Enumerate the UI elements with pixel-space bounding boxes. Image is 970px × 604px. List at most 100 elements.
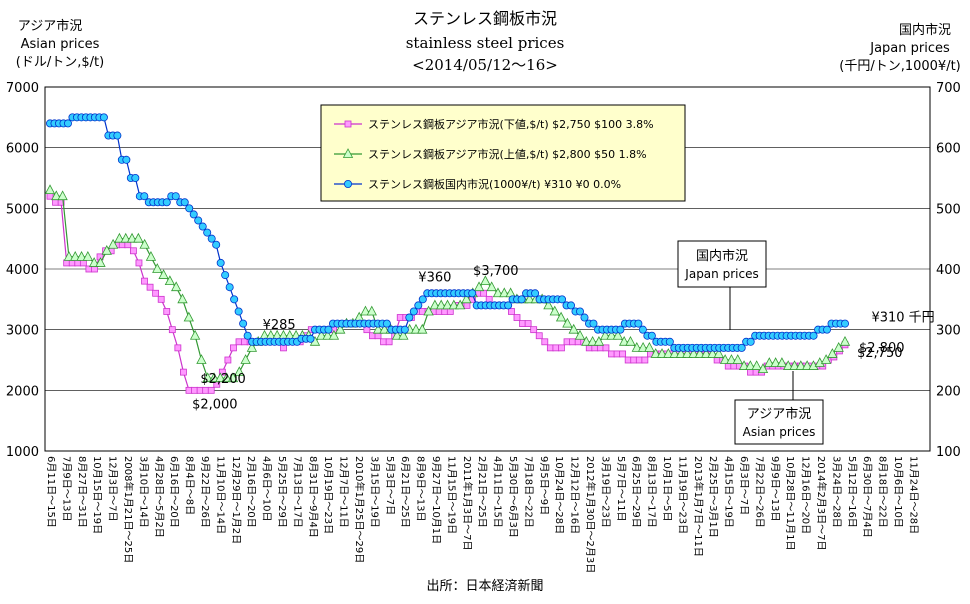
data-point [343, 179, 352, 188]
data-point [688, 348, 699, 358]
x-tick-label: 8月27日～31日 [76, 456, 88, 528]
annotation-label: $2,200 [200, 372, 246, 387]
annotation-label: ¥310 千円 [871, 311, 934, 326]
data-point [701, 348, 712, 358]
data-point [168, 326, 176, 334]
data-point [164, 275, 176, 286]
legend: ステンレス鋼板アジア市況(下値,$/t) $2,750 $100 3.8% ステン… [320, 104, 686, 202]
data-point [585, 344, 593, 352]
data-point [207, 386, 215, 394]
data-point [189, 210, 198, 219]
right-tick-label: 500 [936, 202, 961, 217]
data-point [417, 323, 428, 334]
data-point [221, 271, 230, 280]
x-tick-label: 2008年1月21日～25日 [122, 456, 135, 563]
data-point [442, 299, 453, 310]
left-axis-label-en: Asian prices [21, 37, 100, 52]
data-point [191, 386, 198, 394]
x-tick-label: 6月11日～15日 [45, 456, 57, 528]
data-point [306, 334, 315, 343]
left-axis-unit: (ドル/トン,$/t) [16, 55, 104, 70]
chart-title: ステンレス鋼板市況 [413, 9, 557, 28]
data-point [669, 348, 680, 358]
data-point [747, 368, 754, 376]
annotation-label: $2,750 [857, 346, 903, 361]
data-point [107, 238, 119, 249]
data-point [185, 204, 194, 213]
data-point [207, 234, 216, 243]
data-point [95, 257, 106, 267]
data-point [139, 238, 150, 249]
data-point [221, 372, 232, 383]
x-tick-label: 10月15日～19日 [91, 456, 103, 534]
data-point [485, 295, 493, 303]
data-point [770, 357, 781, 367]
data-point [379, 323, 390, 334]
data-point [89, 257, 100, 267]
data-point [569, 338, 576, 346]
x-tick-label: 12月3日～7日 [107, 456, 119, 521]
legend-item: ステンレス鋼板アジア市況(下値,$/t) $2,750 $100 3.8% [334, 117, 654, 131]
annotation-label: ¥285 [263, 318, 296, 333]
data-point [418, 295, 427, 304]
x-tick-label: 8月13日～17日 [646, 456, 658, 528]
data-point [396, 314, 404, 321]
data-point [454, 299, 466, 310]
x-tick-label: 2011年1月3日～7日 [461, 456, 474, 551]
data-point [436, 299, 447, 310]
data-point [602, 344, 610, 352]
chart-subtitle: stainless steel prices [406, 34, 565, 52]
data-point [600, 329, 611, 340]
data-point [152, 289, 160, 297]
left-tick-label: 1000 [6, 445, 39, 460]
data-point [446, 308, 454, 315]
data-point [776, 357, 788, 367]
data-point [224, 356, 232, 364]
data-point [619, 350, 627, 358]
x-tick-label: 4月11日～15日 [492, 456, 504, 528]
x-tick-label: 9月27日～10月1日 [430, 456, 442, 544]
data-point [189, 329, 201, 340]
x-tick-label: 8月4日～8日 [184, 456, 196, 515]
left-axis-label-jp: アジア市況 [18, 18, 82, 34]
left-tick-label: 2000 [6, 384, 39, 399]
data-point [203, 228, 212, 237]
data-point [124, 241, 132, 249]
data-point [558, 295, 567, 304]
x-tick-label: 11月10日～14日 [214, 456, 226, 534]
data-point [227, 372, 239, 383]
right-tick-label: 100 [936, 445, 961, 460]
data-point [606, 329, 617, 340]
data-point [463, 301, 471, 309]
data-point [91, 265, 98, 273]
data-point [225, 283, 234, 292]
data-point [576, 307, 585, 316]
data-point [152, 263, 163, 273]
asian-callout: アジア市況 Asian prices [734, 371, 824, 445]
data-point [589, 319, 598, 328]
data-point [380, 338, 387, 346]
x-tick-label: 9月9日～13日 [769, 456, 781, 521]
data-point [335, 323, 346, 334]
x-tick-label: 8月31日～9月4日 [307, 456, 319, 538]
data-point [562, 317, 573, 328]
data-point [724, 362, 732, 370]
x-tick-label: 5月25日～29日 [276, 456, 288, 528]
data-point [656, 348, 668, 358]
data-point [461, 293, 472, 304]
data-point [129, 247, 137, 255]
x-tick-label: 6月16日～20日 [168, 456, 180, 528]
data-point [68, 259, 76, 267]
x-tick-label: 8月18日～22日 [877, 456, 889, 528]
x-tick-label: 6月30日～7月4日 [861, 456, 873, 538]
data-point [574, 329, 586, 340]
data-point [764, 357, 775, 367]
x-tick-label: 10月19日～23日 [322, 456, 334, 534]
data-point [644, 342, 655, 352]
data-point [382, 319, 391, 328]
data-point [519, 320, 526, 328]
data-point [410, 323, 422, 334]
data-point [405, 313, 414, 322]
data-point [625, 335, 636, 346]
right-tick-label: 300 [936, 324, 961, 339]
